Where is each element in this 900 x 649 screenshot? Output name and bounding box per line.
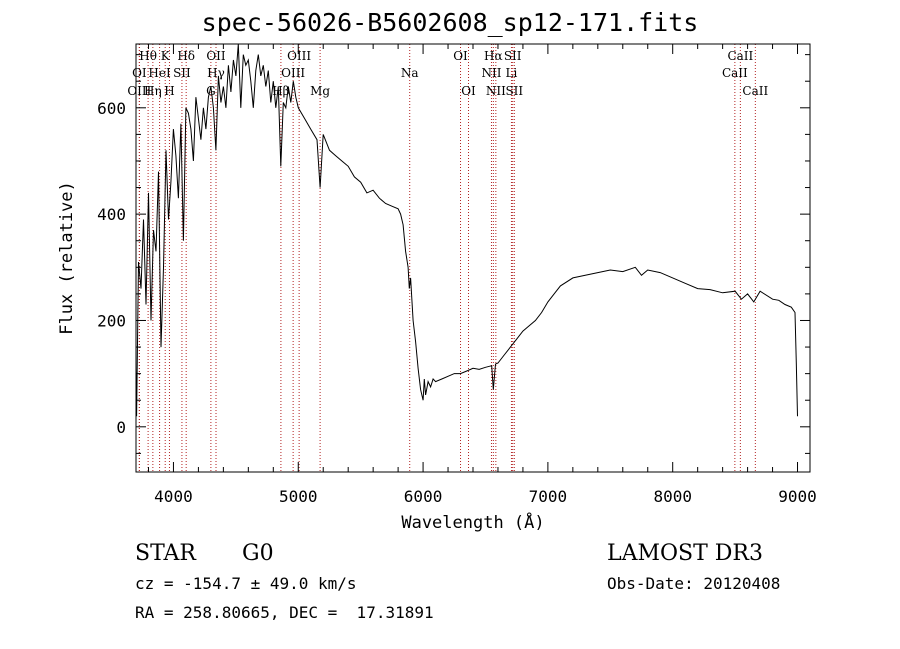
obs-date: Obs-Date: 20120408: [607, 574, 781, 593]
line-marker-label: Hβ: [272, 84, 289, 98]
x-tick-label: 9000: [778, 487, 817, 506]
line-marker-label: G: [206, 84, 216, 98]
line-marker-label: K: [161, 49, 171, 63]
plot-frame: [135, 43, 811, 473]
line-marker-label: H: [164, 84, 174, 98]
line-marker-label: SII: [504, 49, 522, 63]
x-tick-label: 6000: [404, 487, 443, 506]
object-class: STAR: [135, 541, 196, 566]
line-marker-label: Na: [401, 66, 419, 80]
x-tick-label: 5000: [279, 487, 318, 506]
x-tick-label: 7000: [529, 487, 568, 506]
line-marker-label: Hη: [144, 84, 162, 98]
x-tick-label: 4000: [154, 487, 193, 506]
x-tick-label: 8000: [653, 487, 692, 506]
y-tick-label: 0: [116, 418, 126, 437]
line-marker-label: Hγ: [207, 66, 225, 80]
line-marker-label: Hα: [484, 49, 503, 63]
line-marker-label: OI: [453, 49, 468, 63]
spectral-line-markers: [138, 44, 756, 472]
line-marker-label: Hδ: [177, 49, 195, 63]
line-marker-label: Hθ: [139, 49, 157, 63]
y-axis-label: Flux (relative): [57, 181, 77, 335]
line-marker-label: CaII: [742, 84, 768, 98]
catalog-name: LAMOST DR3: [607, 541, 763, 566]
line-marker-label: OIII: [281, 66, 305, 80]
y-axis-ticks: 0 200 400 600: [97, 54, 810, 454]
line-marker-label: Li: [506, 66, 518, 80]
line-marker-label: NII: [486, 84, 506, 98]
y-tick-label: 600: [97, 99, 126, 118]
spectrum-line: [135, 43, 798, 417]
line-marker-label: Mg: [310, 84, 330, 98]
line-marker-label: OII: [206, 49, 226, 63]
y-tick-label: 200: [97, 311, 126, 330]
line-marker-label: NII: [481, 66, 501, 80]
line-marker-label: CaII: [727, 49, 753, 63]
y-tick-label: 400: [97, 205, 126, 224]
line-marker-label: OIII: [287, 49, 311, 63]
line-marker-label: SII: [173, 66, 191, 80]
x-axis-ticks: 4000 5000 6000 7000 8000 9000: [147, 44, 817, 506]
redshift-text: cz = -154.7 ± 49.0 km/s: [135, 574, 357, 593]
x-axis-label: Wavelength (Å): [401, 511, 544, 533]
line-marker-label: CaII: [722, 66, 748, 80]
object-subclass: G0: [242, 541, 274, 566]
line-marker-label: HeI: [148, 66, 171, 80]
line-marker-label: OI: [132, 66, 147, 80]
line-marker-label: OIII: [127, 84, 151, 98]
coordinates: RA = 258.80665, DEC = 17.31891: [135, 603, 434, 622]
chart-title: spec-56026-B5602608_sp12-171.fits: [201, 8, 699, 37]
line-marker-label: SII: [505, 84, 523, 98]
line-marker-label: OI: [461, 84, 476, 98]
